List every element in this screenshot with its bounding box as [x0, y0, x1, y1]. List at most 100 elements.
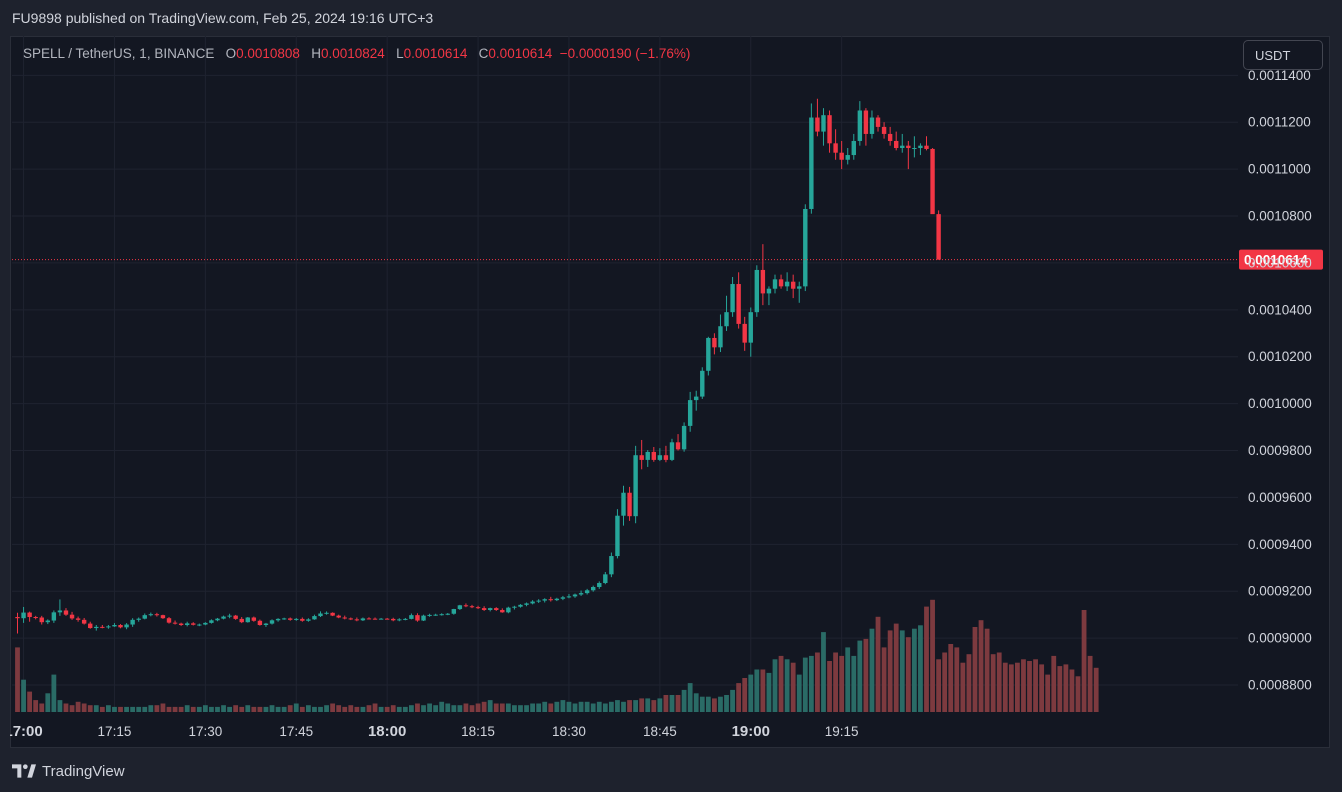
volume-bar — [69, 705, 75, 712]
candle-body — [784, 281, 790, 287]
candle-body — [75, 618, 81, 620]
volume-bar — [33, 700, 39, 712]
candle-body — [815, 117, 820, 132]
candle-body — [160, 615, 166, 619]
volume-bar — [27, 691, 33, 712]
candle-body — [318, 613, 323, 617]
tradingview-logo-icon[interactable] — [12, 764, 36, 778]
candle-body — [15, 617, 20, 619]
volume-bar — [190, 706, 196, 712]
close-label: C — [478, 46, 489, 61]
candle-body — [760, 269, 766, 294]
volume-bar — [815, 652, 820, 712]
candle-body — [778, 279, 784, 287]
volume-bar — [409, 705, 414, 712]
candle-body — [324, 612, 329, 614]
candle-body — [397, 619, 402, 621]
candle-body — [463, 605, 469, 607]
volume-bar — [481, 701, 487, 712]
currency-button[interactable]: USDT — [1243, 40, 1323, 70]
candle-body — [560, 597, 566, 599]
volume-bar — [633, 700, 639, 712]
chart-frame[interactable] — [10, 36, 1330, 748]
candle-body — [348, 618, 353, 620]
volume-bar — [857, 640, 863, 712]
time-tick-label: 17:15 — [98, 724, 132, 739]
volume-bar — [1033, 659, 1038, 712]
candle-body — [136, 618, 141, 620]
volume-bar — [869, 628, 875, 712]
volume-bar — [402, 706, 408, 712]
candle-body — [81, 619, 87, 624]
volume-bar — [251, 706, 257, 712]
volume-bar — [930, 599, 935, 712]
volume-bar — [936, 659, 942, 712]
candle-body — [603, 574, 608, 584]
volume-bar — [518, 705, 523, 712]
candle-body — [360, 618, 366, 621]
candle-body — [742, 323, 747, 343]
volume-bar — [960, 662, 966, 712]
volume-bar — [130, 706, 136, 712]
volume-bar — [348, 705, 354, 712]
volume-bar — [839, 655, 845, 712]
candle-body — [591, 587, 596, 591]
volume-bar — [342, 706, 348, 712]
volume-bars — [15, 599, 1099, 712]
candle-body — [663, 455, 669, 460]
volume-bar — [990, 654, 996, 712]
candle-body — [790, 281, 796, 289]
volume-bar — [124, 706, 129, 712]
candle-body — [45, 620, 50, 623]
candle-body — [754, 269, 760, 313]
candle-body — [63, 610, 69, 615]
candle-body — [221, 616, 226, 619]
candle-body — [809, 117, 814, 209]
volume-bar — [602, 703, 608, 712]
volume-bar — [845, 647, 851, 712]
candle-body — [112, 624, 117, 627]
candle-body — [481, 608, 487, 610]
price-tick-label: 0.0010800 — [1248, 209, 1312, 224]
candle-body — [833, 143, 838, 153]
volume-bar — [863, 638, 869, 712]
candle-body — [766, 288, 772, 294]
price-tick-label: 0.0011200 — [1248, 115, 1311, 130]
volume-bar — [730, 689, 735, 712]
candle-body — [772, 279, 778, 289]
volume-bar — [954, 647, 960, 712]
volume-bar — [699, 696, 705, 712]
candle-body — [675, 442, 681, 450]
time-tick-label: 18:15 — [461, 724, 495, 739]
volume-bar — [687, 683, 693, 712]
candle-body — [421, 615, 426, 621]
tradingview-brand[interactable]: TradingView — [42, 762, 125, 780]
candle-body — [827, 115, 832, 144]
candle-body — [191, 623, 196, 625]
volume-bar — [21, 679, 26, 712]
ohlc-legend: SPELL / TetherUS, 1, BINANCE O0.0010808 … — [23, 46, 690, 61]
time-tick-label: 18:45 — [643, 724, 677, 739]
volume-bar — [584, 701, 590, 712]
candle-body — [130, 619, 135, 625]
volume-bar — [215, 706, 220, 712]
volume-bar — [972, 627, 978, 712]
candle-body — [627, 492, 632, 517]
volume-bar — [766, 672, 772, 712]
volume-bar — [112, 706, 117, 712]
volume-bar — [905, 637, 911, 712]
volume-bar — [1093, 667, 1099, 712]
candle-body — [730, 284, 735, 313]
candle-body — [245, 617, 250, 623]
candle-body — [797, 286, 802, 289]
price-tick-label: 0.0008800 — [1248, 678, 1312, 693]
candle-body — [69, 614, 75, 619]
volume-bar — [924, 606, 929, 712]
volume-bar — [318, 706, 323, 712]
volume-bar — [966, 654, 972, 712]
candle-body — [839, 152, 844, 160]
volume-bar — [778, 655, 784, 712]
volume-bar — [221, 705, 226, 712]
time-tick-label: 18:00 — [368, 723, 406, 740]
candlestick-chart[interactable]: 0.0010614 0.00114000.00112000.00110000.0… — [10, 36, 1330, 748]
